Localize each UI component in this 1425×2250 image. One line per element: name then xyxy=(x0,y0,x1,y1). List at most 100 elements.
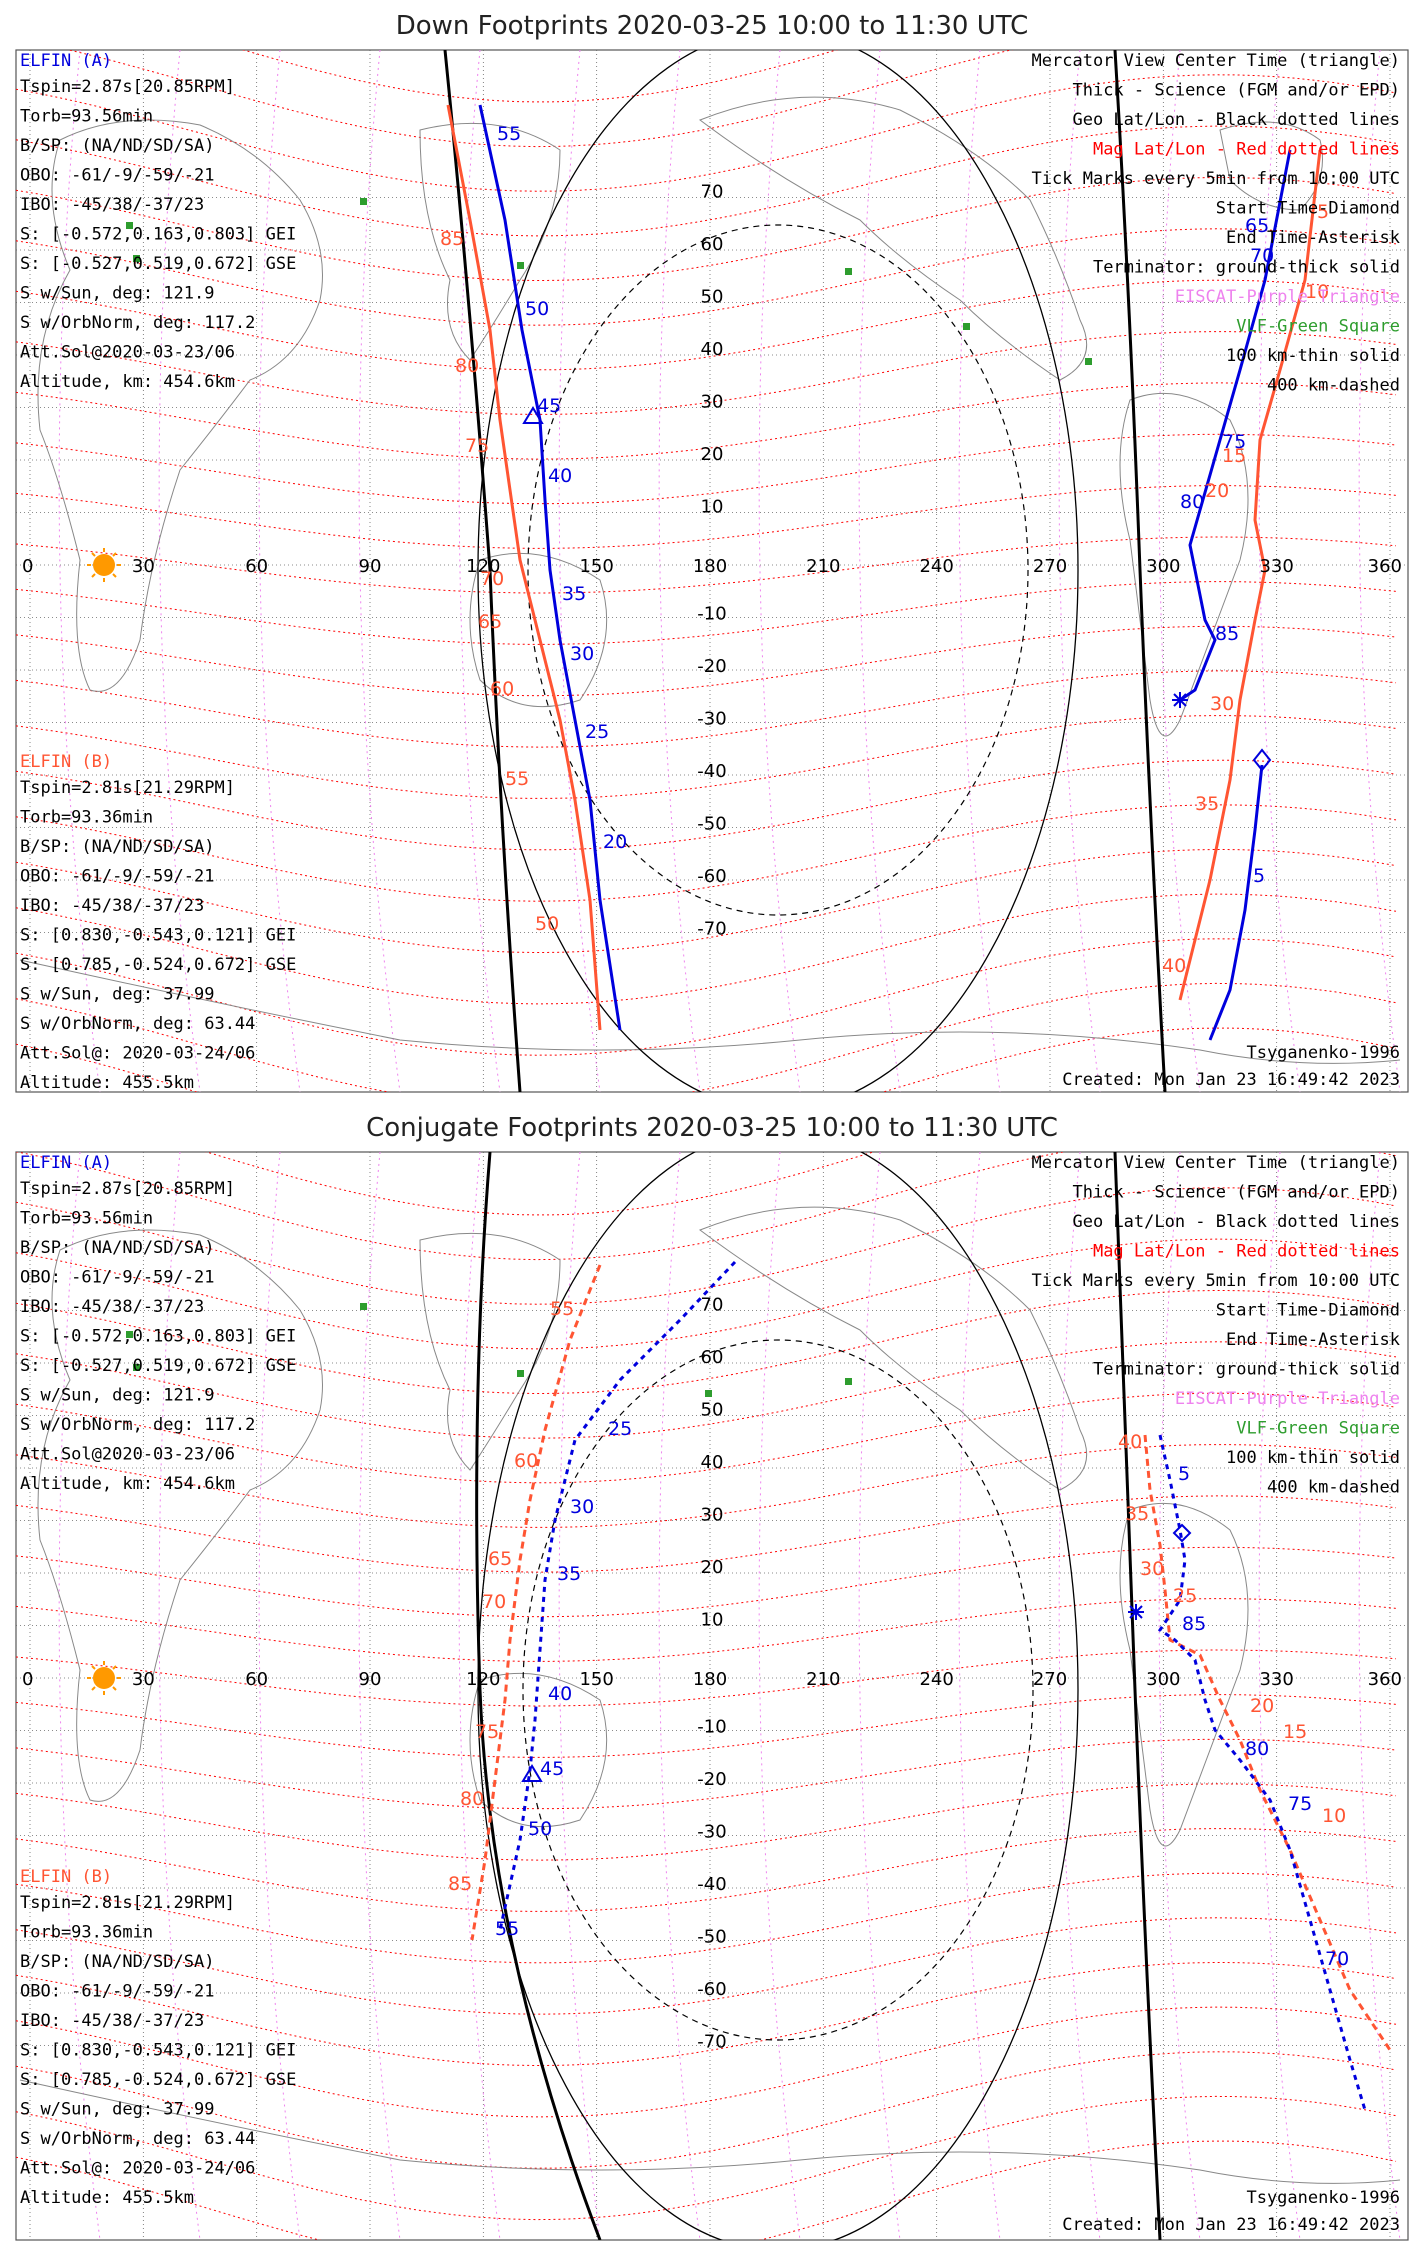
sat-a-info-line: Altitude, km: 454.6km xyxy=(20,372,235,392)
lat-tick-label: -30 xyxy=(697,709,726,730)
legend-item: Mag Lat/Lon - Red dotted lines xyxy=(1093,140,1400,160)
lat-tick-label: -10 xyxy=(697,1717,726,1738)
model-label: Tsyganenko-1996 xyxy=(1246,1043,1400,1063)
created-label: Created: Mon Jan 23 16:49:42 2023 xyxy=(1062,1070,1400,1090)
sat-b-info: ELFIN (B) Tspin=2.81s[21.29RPM] Torb=93.3… xyxy=(20,752,296,1093)
sat-b-info-line: OBO: -61/-9/-59/-21 xyxy=(20,867,214,887)
legend-item: Tick Marks every 5min from 10:00 UTC xyxy=(1032,169,1400,189)
track-b-west xyxy=(470,1264,602,1941)
track-a-time-label: 5 xyxy=(1253,865,1265,887)
sat-a-info-line: S w/Sun, deg: 121.9 xyxy=(20,284,214,304)
track-b-time-label: 75 xyxy=(465,435,489,457)
track-a-time-label: 80 xyxy=(1245,1738,1269,1760)
track-b-time-label: 10 xyxy=(1305,281,1329,303)
sat-b-info-line: Torb=93.36min xyxy=(20,808,153,828)
sat-a-info-line: Att.Sol@2020-03-23/06 xyxy=(20,343,235,363)
lon-tick-labels: 0 30 60 90 120 150 180 210 240 270 300 330 360 xyxy=(22,1669,1402,1690)
lon-tick-label: 210 xyxy=(806,1669,840,1690)
track-a-time-label: 80 xyxy=(1180,491,1204,513)
terminator-east xyxy=(1113,1152,1162,2240)
square-marker xyxy=(517,1370,524,1377)
sat-b-info-line: Altitude: 455.5km xyxy=(20,2188,194,2208)
lat-tick-label: -20 xyxy=(697,1769,726,1790)
square-marker xyxy=(133,255,140,262)
sat-a-info-line: S: [-0.572,0.163,0.803] GEI xyxy=(20,225,296,245)
sat-b-info-line: IBO: -45/38/-37/23 xyxy=(20,896,204,916)
lat-tick-label: 40 xyxy=(701,1452,724,1473)
track-a-time-label: 45 xyxy=(540,1758,564,1780)
track-a-south-east xyxy=(1208,764,1264,1041)
lon-tick-label: 180 xyxy=(693,1669,727,1690)
lon-tick-label: 330 xyxy=(1259,1669,1293,1690)
track-a-time-label: 35 xyxy=(562,583,586,605)
legend-item: End Time-Asterisk xyxy=(1226,228,1400,248)
lon-tick-label: 300 xyxy=(1146,556,1180,577)
sat-b-info-line: S w/Sun, deg: 37.99 xyxy=(20,985,214,1005)
sat-b-info-line: S: [0.785,-0.524,0.672] GSE xyxy=(20,2070,296,2090)
square-marker xyxy=(705,1390,712,1397)
lon-tick-label: 360 xyxy=(1368,1669,1402,1690)
square-marker xyxy=(126,222,133,229)
lat-tick-label: 50 xyxy=(701,1400,724,1421)
sat-b-info-line: Att.Sol@: 2020-03-24/06 xyxy=(20,1044,255,1064)
model-label: Tsyganenko-1996 xyxy=(1246,2188,1400,2208)
sat-a-info-line: B/SP: (NA/ND/SD/SA) xyxy=(20,1238,214,1258)
sat-a-info: ELFIN (A) Tspin=2.87s[20.85RPM] Torb=93.5… xyxy=(20,1153,296,1494)
sat-b-info-line: B/SP: (NA/ND/SD/SA) xyxy=(20,837,214,857)
track-a-time-label: 75 xyxy=(1288,1793,1312,1815)
track-a-time-label: 35 xyxy=(557,1563,581,1585)
triangle-marker xyxy=(521,1764,543,1782)
square-marker xyxy=(1085,358,1092,365)
track-b-time-label: 5 xyxy=(1317,201,1329,223)
track-b-time-label: 30 xyxy=(1140,1558,1164,1580)
triangle-marker xyxy=(522,406,544,424)
vlf-squares xyxy=(126,198,1092,365)
lat-tick-label: -70 xyxy=(697,919,726,940)
square-marker xyxy=(126,1331,133,1338)
lat-tick-label: -10 xyxy=(697,604,726,625)
lat-tick-label: -40 xyxy=(697,1874,726,1895)
legend-item: EISCAT-Purple Triangle xyxy=(1175,1389,1400,1409)
coastlines xyxy=(19,96,1401,1064)
lon-tick-label: 300 xyxy=(1146,1669,1180,1690)
diamond-marker xyxy=(1252,748,1272,772)
track-b-time-label: 20 xyxy=(1250,1695,1274,1717)
sat-b-info-line: Torb=93.36min xyxy=(20,1923,153,1943)
legend-item: Start Time-Diamond xyxy=(1216,199,1400,219)
legend: Mercator View Center Time (triangle) Thic… xyxy=(1032,1153,1400,1498)
track-a-time-label: 55 xyxy=(497,123,521,145)
geo-grid xyxy=(16,1152,1408,2240)
track-a-time-label: 75 xyxy=(1222,431,1246,453)
square-marker xyxy=(845,268,852,275)
legend-item: Thick - Science (FGM and/or EPD) xyxy=(1072,1183,1400,1203)
sat-b-info-line: S: [0.830,-0.543,0.121] GEI xyxy=(20,926,296,946)
lon-tick-label: 270 xyxy=(1033,556,1067,577)
visibility-100km xyxy=(477,1152,1079,2240)
lat-tick-label: 30 xyxy=(701,392,724,413)
sat-a-info-line: Torb=93.56min xyxy=(20,107,153,127)
lat-tick-label: -50 xyxy=(697,814,726,835)
lon-tick-label: 240 xyxy=(919,556,953,577)
lon-tick-label: 120 xyxy=(466,556,500,577)
asterisk-marker xyxy=(1172,692,1188,708)
track-a-time-label: 25 xyxy=(608,1418,632,1440)
sat-b-info: ELFIN (B) Tspin=2.81s[21.29RPM] Torb=93.3… xyxy=(20,1867,296,2208)
sat-b-info-line: Tspin=2.81s[21.29RPM] xyxy=(20,778,235,798)
sat-a-name: ELFIN (A) xyxy=(20,51,112,71)
legend-item: 400 km-dashed xyxy=(1267,376,1400,396)
lon-tick-label: 30 xyxy=(132,556,155,577)
track-a-time-label: 20 xyxy=(603,831,627,853)
lon-tick-label: 360 xyxy=(1368,556,1402,577)
map-area: 0 30 60 90 120 150 180 210 240 270 300 330 360 70 60 5… xyxy=(16,1152,1408,2240)
terminator-east xyxy=(1113,50,1167,1092)
lat-tick-label: -50 xyxy=(697,1927,726,1948)
panel-down-footprints: Down Footprints 2020-03-25 10:00 to 11:3… xyxy=(15,11,1409,1093)
panel-title: Conjugate Footprints 2020-03-25 10:00 to… xyxy=(366,1113,1058,1143)
sat-b-info-line: Att.Sol@: 2020-03-24/06 xyxy=(20,2159,255,2179)
visibility-400km xyxy=(522,1339,1034,2041)
sat-b-info-line: S w/OrbNorm, deg: 63.44 xyxy=(20,2129,255,2149)
sat-a-info-line: S w/OrbNorm, deg: 117.2 xyxy=(20,1415,255,1435)
lon-tick-label: 150 xyxy=(579,1669,613,1690)
track-b-time-label: 70 xyxy=(480,568,504,590)
